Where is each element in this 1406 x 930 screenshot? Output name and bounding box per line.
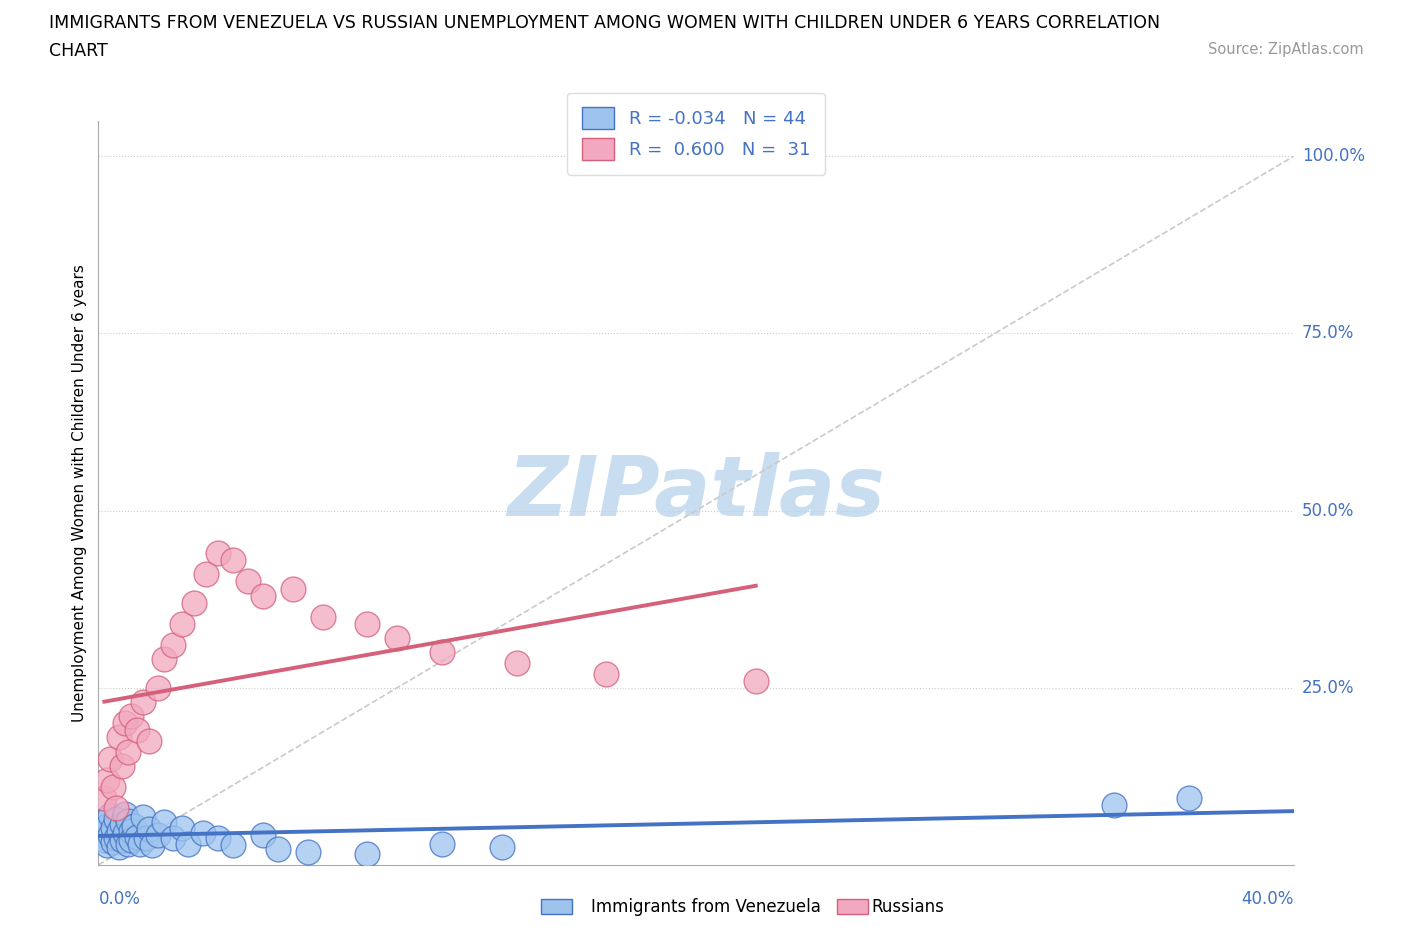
- Point: [108, 840, 131, 855]
- Point: [1178, 790, 1201, 805]
- Point: [120, 832, 142, 847]
- Point: [172, 617, 194, 631]
- Point: [236, 574, 259, 589]
- Text: 75.0%: 75.0%: [1302, 325, 1354, 342]
- Text: 0.0%: 0.0%: [98, 890, 141, 908]
- Point: [111, 832, 134, 847]
- Point: [93, 832, 115, 847]
- Point: [595, 666, 617, 681]
- Point: [281, 581, 304, 596]
- Text: Source: ZipAtlas.com: Source: ZipAtlas.com: [1208, 42, 1364, 57]
- Point: [114, 716, 136, 731]
- Point: [222, 838, 245, 853]
- Point: [138, 734, 160, 749]
- Point: [506, 656, 529, 671]
- Point: [195, 567, 218, 582]
- Point: [120, 823, 142, 838]
- Point: [385, 631, 409, 645]
- Point: [108, 730, 131, 745]
- Text: 100.0%: 100.0%: [1302, 147, 1365, 166]
- Point: [135, 830, 157, 845]
- Point: [129, 836, 152, 851]
- Point: [222, 552, 245, 567]
- Point: [105, 801, 128, 816]
- Point: [183, 595, 205, 610]
- Point: [127, 723, 149, 737]
- Point: [153, 652, 176, 667]
- Point: [103, 835, 125, 850]
- Point: [98, 808, 122, 823]
- Point: [252, 828, 274, 843]
- Point: [177, 836, 200, 851]
- Point: [356, 847, 378, 862]
- Point: [153, 815, 176, 830]
- Point: [127, 830, 149, 844]
- Point: [430, 836, 453, 851]
- Text: ZIPatlas: ZIPatlas: [508, 452, 884, 534]
- Point: [191, 826, 214, 841]
- Point: [103, 820, 125, 835]
- Point: [117, 836, 139, 851]
- Text: CHART: CHART: [49, 42, 108, 60]
- Point: [105, 830, 128, 845]
- Text: IMMIGRANTS FROM VENEZUELA VS RUSSIAN UNEMPLOYMENT AMONG WOMEN WITH CHILDREN UNDE: IMMIGRANTS FROM VENEZUELA VS RUSSIAN UNE…: [49, 14, 1160, 32]
- Point: [207, 546, 229, 561]
- Point: [96, 838, 118, 853]
- Point: [1104, 797, 1126, 812]
- Point: [111, 758, 134, 773]
- Point: [172, 820, 194, 835]
- Text: 40.0%: 40.0%: [1241, 890, 1294, 908]
- Point: [98, 751, 122, 766]
- Point: [124, 818, 146, 833]
- Point: [148, 681, 170, 696]
- Point: [105, 811, 128, 826]
- Point: [93, 790, 115, 805]
- Point: [311, 609, 333, 624]
- Point: [117, 744, 139, 759]
- Point: [745, 673, 768, 688]
- Point: [207, 830, 229, 845]
- Point: [114, 826, 136, 841]
- Point: [117, 814, 139, 829]
- Text: 50.0%: 50.0%: [1302, 501, 1354, 520]
- Point: [267, 842, 290, 857]
- Point: [356, 617, 378, 631]
- Point: [491, 840, 513, 855]
- Point: [162, 638, 184, 653]
- Point: [162, 830, 184, 845]
- Point: [120, 709, 142, 724]
- Point: [93, 815, 115, 830]
- Point: [297, 844, 319, 859]
- Y-axis label: Unemployment Among Women with Children Under 6 years: Unemployment Among Women with Children U…: [72, 264, 87, 722]
- Point: [430, 644, 453, 659]
- Point: [132, 695, 155, 710]
- Point: [90, 830, 112, 844]
- Point: [96, 773, 118, 788]
- Text: 25.0%: 25.0%: [1302, 679, 1354, 697]
- Point: [148, 828, 170, 843]
- Point: [252, 588, 274, 603]
- Text: Russians: Russians: [872, 897, 945, 916]
- Legend: R = -0.034   N = 44, R =  0.600   N =  31: R = -0.034 N = 44, R = 0.600 N = 31: [567, 93, 825, 175]
- Text: Immigrants from Venezuela: Immigrants from Venezuela: [591, 897, 820, 916]
- Point: [132, 809, 155, 824]
- Point: [114, 806, 136, 821]
- Point: [96, 818, 118, 833]
- Point: [141, 838, 163, 853]
- Point: [103, 779, 125, 794]
- Point: [111, 817, 134, 831]
- Point: [108, 823, 131, 838]
- Point: [98, 828, 122, 843]
- Point: [138, 822, 160, 837]
